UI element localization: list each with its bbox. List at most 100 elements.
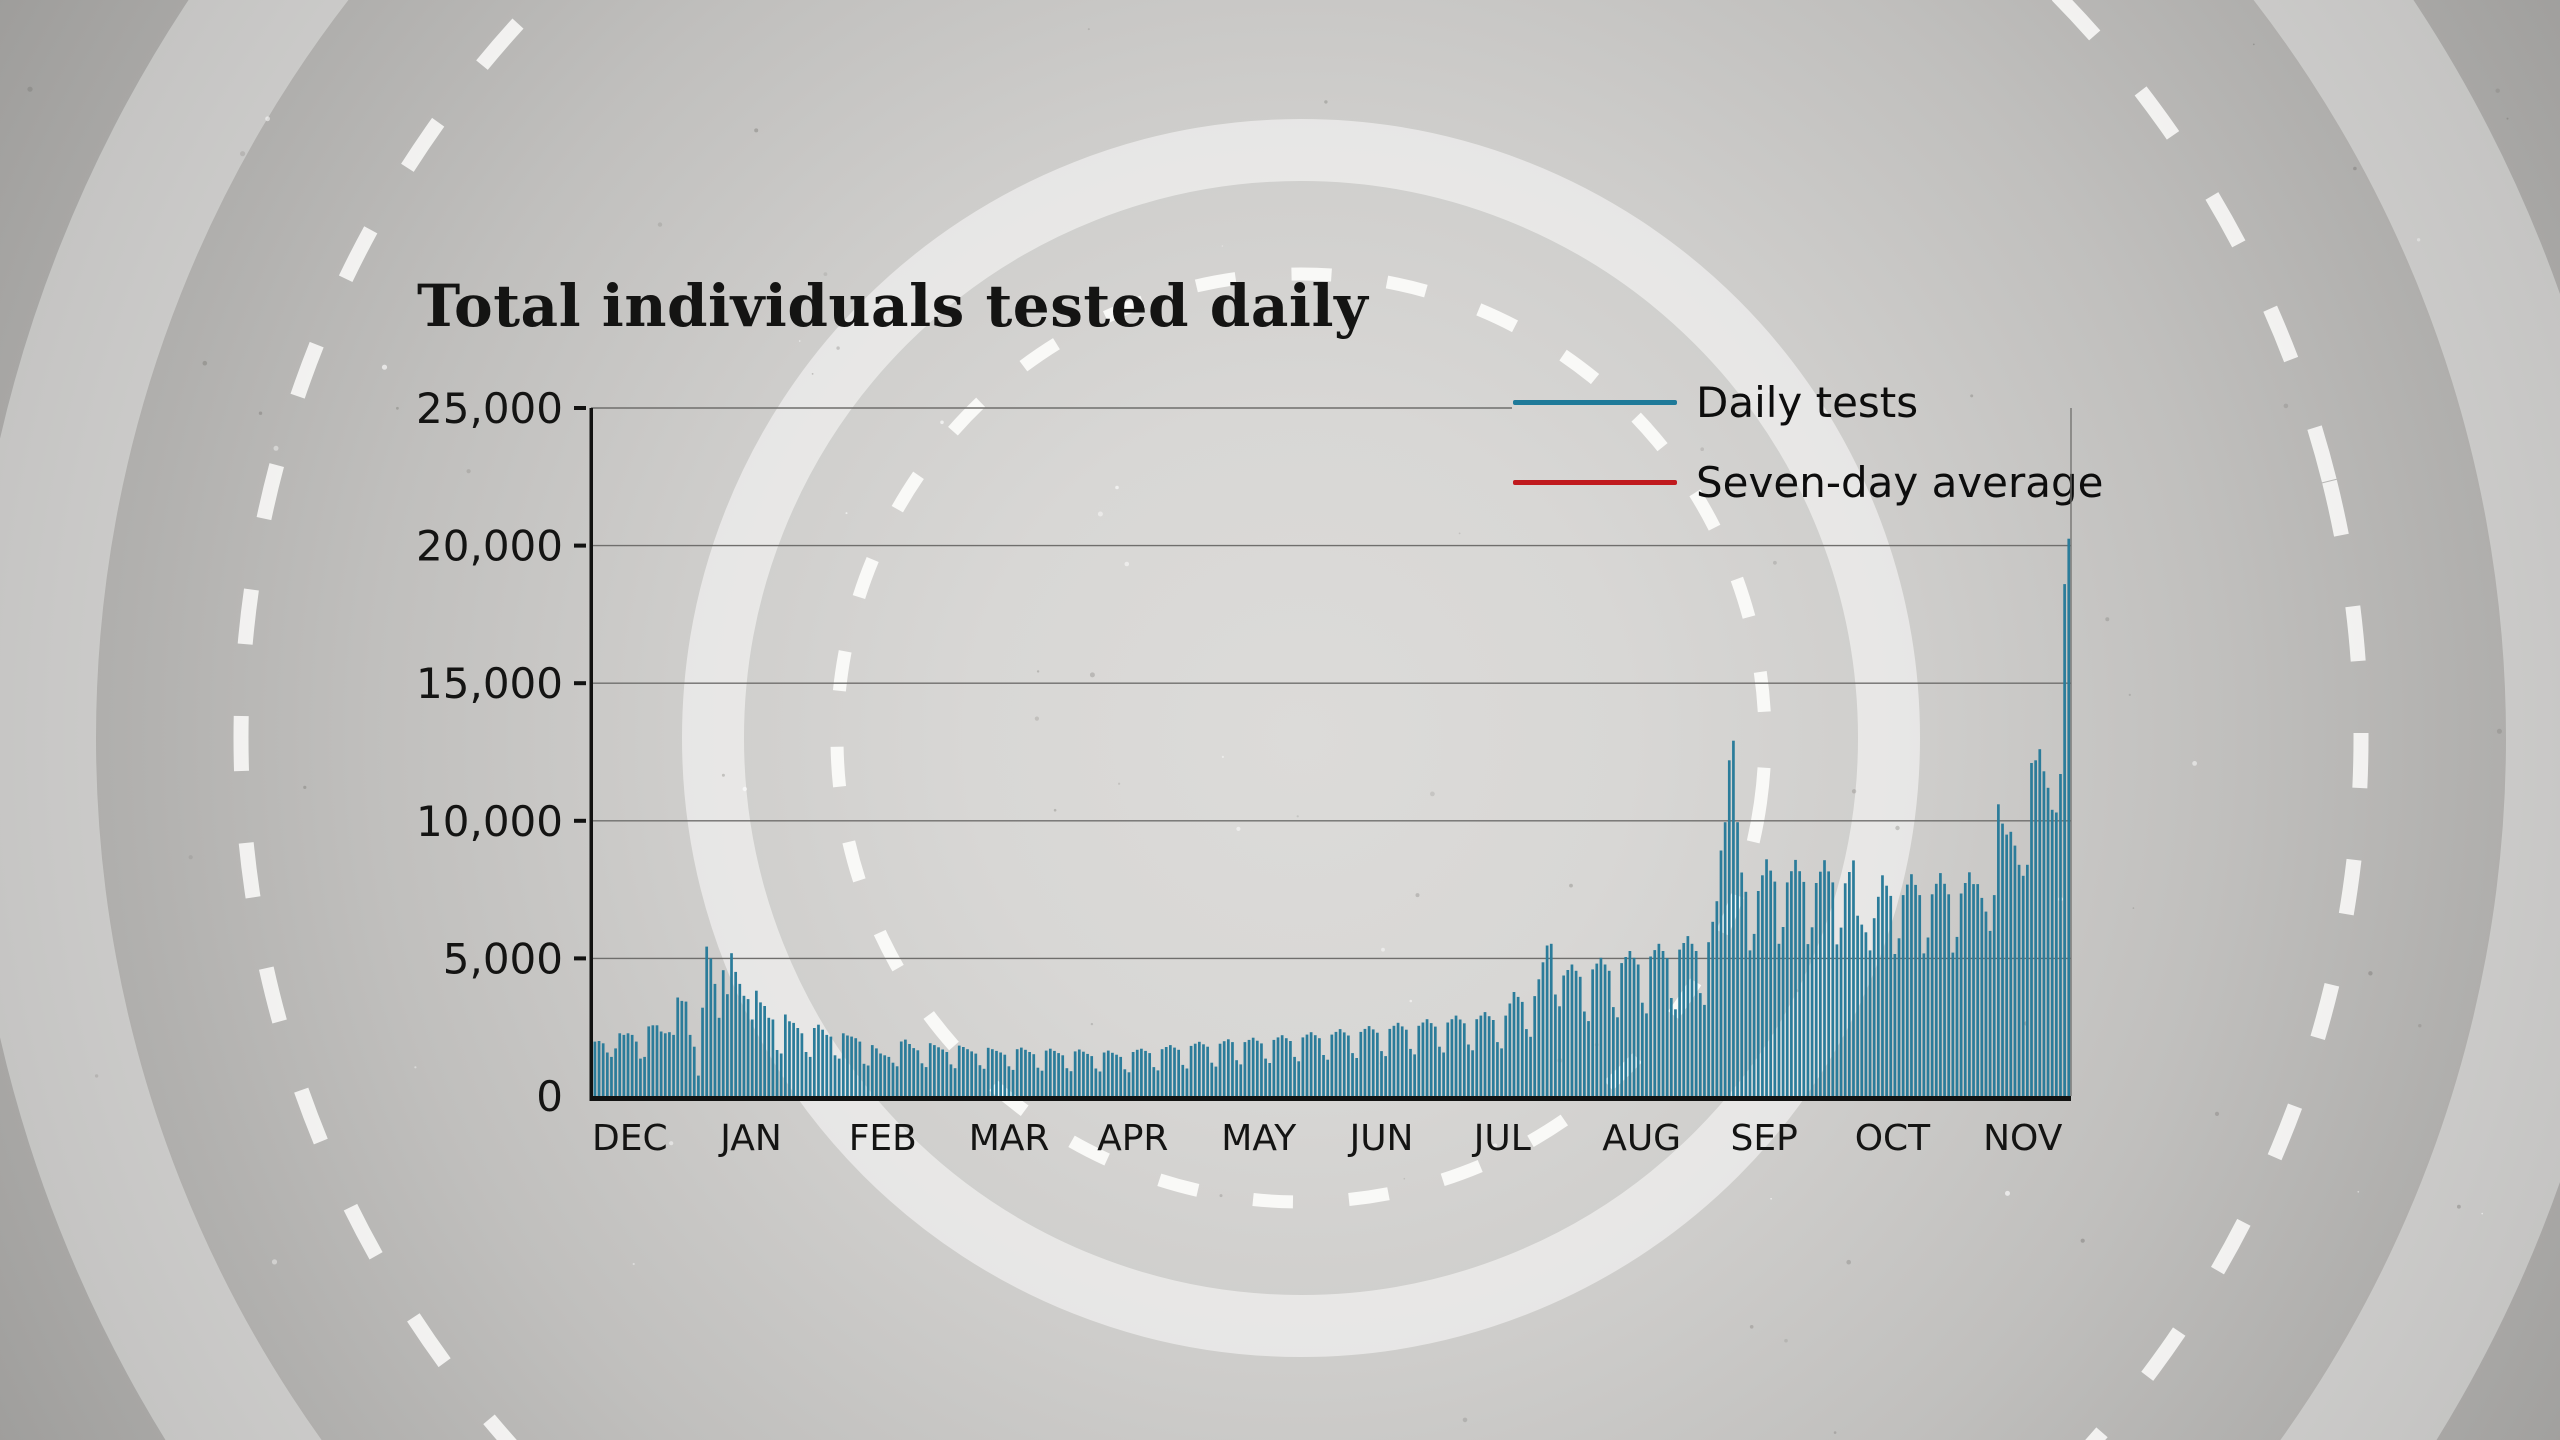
bar [1177,1049,1180,1096]
bar [1537,979,1541,1096]
bar [1218,1043,1222,1096]
bar [1810,927,1814,1096]
bar [2042,771,2046,1096]
bar [701,1007,704,1096]
bar [945,1052,949,1096]
speckle [1770,1197,1772,1200]
bar [618,1033,622,1096]
bar [1549,943,1553,1096]
speckle [1381,947,1385,952]
bar [1756,891,1760,1096]
bar [1355,1058,1359,1096]
speckle [273,445,279,451]
bar [1239,1064,1243,1096]
bar [697,1075,700,1096]
bar [1968,872,1971,1096]
y-tick-label: 15,000 [416,659,563,708]
speckle [2457,1204,2461,1209]
bar [1603,964,1607,1096]
bar [792,1022,795,1096]
bar [1872,918,1876,1096]
month-label: JUL [1472,1118,1531,1159]
bar [866,1065,870,1096]
bar [647,1026,651,1096]
bar [949,1064,953,1096]
bar [1587,1021,1590,1096]
speckle [1970,394,1974,398]
bar [982,1068,986,1096]
bar [850,1036,853,1096]
bar [1251,1037,1255,1096]
bar [1003,1054,1007,1096]
bar [639,1058,642,1096]
bar [1657,943,1661,1096]
bar [1305,1034,1309,1096]
bar [1980,897,1984,1096]
bar [1446,1022,1450,1096]
bar [2013,845,2017,1096]
bar [999,1052,1002,1096]
speckle [754,128,759,133]
bar [1007,1066,1011,1096]
bar [721,970,725,1096]
bar [750,1019,754,1096]
bar [1612,1007,1615,1096]
bar [1910,874,1913,1096]
bar [1939,873,1942,1096]
bar [684,1001,688,1096]
speckle [657,222,663,227]
bar [1773,881,1777,1096]
bar [1318,1038,1321,1096]
bar [1255,1040,1259,1096]
bar [1119,1056,1123,1096]
bar [1723,822,1727,1096]
bar [1578,976,1582,1096]
speckle [2495,88,2500,93]
bar [767,1017,771,1096]
speckle [258,411,263,415]
bar [1533,996,1537,1096]
month-label: MAR [969,1118,1050,1159]
speckle [188,855,193,860]
bar [597,1041,601,1096]
bar [833,1055,837,1096]
bar [1955,936,1959,1096]
legend-item-seven-day-average: Seven-day average [1513,457,2104,507]
speckle [798,340,801,342]
bar [1019,1047,1023,1096]
bar [1491,1020,1495,1096]
bar [1392,1025,1396,1096]
bar [1640,1002,1644,1096]
y-axis-ticks [574,406,586,961]
bar [730,953,733,1096]
bar [1069,1071,1073,1096]
speckle [466,469,471,474]
speckle [823,272,828,276]
legend-label-seven-day-average: Seven-day average [1696,457,2104,507]
speckle [2506,117,2509,120]
bar [953,1068,957,1096]
speckle [2481,1212,2483,1215]
speckle [94,1074,99,1078]
speckle [2368,971,2373,976]
bar [1785,882,1789,1096]
speckle [669,1141,674,1146]
bar [1429,1023,1433,1096]
seven-day-average-line-swatch [1513,479,1677,485]
y-tick-label: 10,000 [416,797,563,846]
bar [1185,1068,1189,1096]
bar [1152,1067,1156,1096]
bar [2050,809,2054,1096]
bar [1765,859,1768,1096]
bar [1210,1062,1214,1096]
bar [1206,1046,1209,1096]
bar [705,946,709,1096]
bar [1934,883,1938,1096]
speckle [721,773,725,777]
speckle [632,1262,635,1266]
bar [1893,954,1897,1096]
speckle [240,151,246,157]
bar [1098,1071,1102,1096]
bar [1090,1056,1094,1096]
speckle [414,1066,417,1069]
